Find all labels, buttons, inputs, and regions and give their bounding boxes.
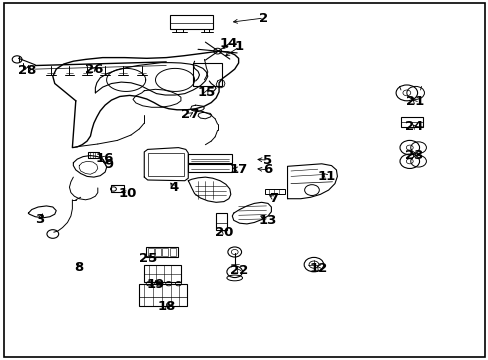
Text: 21: 21 [405,95,423,108]
Bar [162,248,168,256]
Text: 23: 23 [405,149,423,162]
Text: 13: 13 [258,214,277,227]
Text: 4: 4 [169,181,178,194]
Bar [188,164,232,172]
Text: 27: 27 [180,108,199,121]
Text: 16: 16 [96,152,114,165]
Bar [188,154,232,163]
Bar [155,248,161,256]
Text: 10: 10 [119,187,137,200]
Text: 28: 28 [18,64,36,77]
Text: 9: 9 [104,158,113,171]
Text: 17: 17 [229,163,247,176]
Bar [145,247,177,257]
Bar [147,248,153,256]
Text: 12: 12 [309,262,327,275]
Text: 1: 1 [235,40,244,53]
Text: 15: 15 [197,86,215,99]
Bar [193,63,221,86]
Bar [139,284,187,306]
Text: 20: 20 [214,226,233,239]
Text: 24: 24 [405,120,423,133]
Text: 19: 19 [146,278,164,291]
Text: 5: 5 [263,154,272,167]
Text: 26: 26 [84,63,103,76]
Bar [170,15,213,29]
Bar [88,152,99,158]
Text: 22: 22 [229,264,247,277]
Text: 18: 18 [158,300,176,313]
Bar [264,189,284,194]
Bar [147,153,184,176]
Bar [216,213,226,230]
Text: 25: 25 [138,252,157,265]
Bar [144,265,181,282]
Text: 11: 11 [317,170,335,183]
Text: 7: 7 [269,192,278,204]
Bar [400,117,422,127]
Text: 8: 8 [75,261,83,274]
Bar [169,248,175,256]
Text: 2: 2 [259,12,268,24]
Bar [111,185,123,192]
Text: 6: 6 [263,163,272,176]
Text: 14: 14 [219,37,238,50]
Text: 3: 3 [36,213,44,226]
